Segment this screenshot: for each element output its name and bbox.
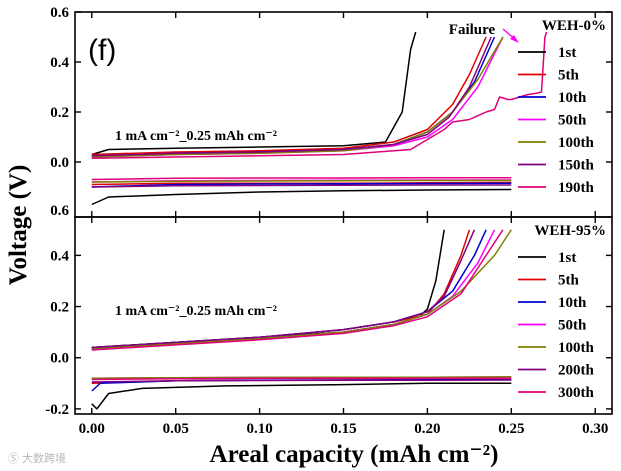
top-series-150th-discharge bbox=[91, 184, 512, 188]
failure-arrow-head bbox=[510, 35, 519, 43]
bottom-series-5th-charge bbox=[91, 229, 471, 349]
bottom-legend-title: WEH-95% bbox=[534, 223, 606, 239]
y-axis-label: Voltage (V) bbox=[5, 165, 32, 286]
top-series-190th-discharge bbox=[91, 177, 512, 181]
top-legend-entry-150th: 150th bbox=[558, 158, 594, 174]
x-tick-label: 0.15 bbox=[330, 421, 356, 437]
top-y-tick-label: 0.6 bbox=[50, 5, 69, 21]
bottom-legend-entry-5th: 5th bbox=[558, 273, 579, 289]
bottom-series-300th-discharge bbox=[91, 377, 512, 381]
top-legend-entry-1st: 1st bbox=[558, 45, 576, 61]
top-y-tick-label-bottom: 0.6 bbox=[50, 203, 69, 219]
top-series-1st-charge bbox=[91, 31, 417, 156]
top-legend-entry-10th: 10th bbox=[558, 90, 587, 106]
bottom-legend-entry-100th: 100th bbox=[558, 340, 594, 356]
bottom-series-200th-discharge bbox=[91, 379, 512, 383]
bottom-series-1st-charge bbox=[91, 229, 445, 349]
bottom-series-10th-charge bbox=[91, 229, 487, 349]
bottom-series-200th-charge bbox=[91, 229, 476, 349]
bottom-series-1st-discharge bbox=[91, 382, 512, 410]
bottom-y-tick-label: -0.2 bbox=[45, 402, 69, 418]
top-y-tick-label: 0.4 bbox=[50, 55, 69, 71]
x-tick-label: 0.25 bbox=[498, 421, 524, 437]
bottom-y-tick-label: 0.0 bbox=[50, 351, 69, 367]
x-tick-label: 0.30 bbox=[582, 421, 608, 437]
top-y-tick-label: 0.0 bbox=[50, 155, 69, 171]
top-series-1st-discharge bbox=[91, 188, 512, 206]
top-series-5th-charge bbox=[91, 36, 487, 156]
top-condition-annotation: 1 mA cm⁻²_0.25 mAh cm⁻² bbox=[115, 129, 277, 144]
x-tick-label: 0.20 bbox=[414, 421, 440, 437]
top-series-100th-discharge bbox=[91, 179, 512, 183]
top-legend-entry-5th: 5th bbox=[558, 68, 579, 84]
x-axis-label: Areal capacity (mAh cm⁻²) bbox=[210, 441, 499, 468]
bottom-legend-entry-10th: 10th bbox=[558, 295, 587, 311]
bottom-series-100th-charge bbox=[91, 229, 512, 350]
bottom-legend-entry-300th: 300th bbox=[558, 385, 594, 401]
bottom-y-tick-label: 0.2 bbox=[50, 300, 69, 316]
top-y-tick-label: 0.2 bbox=[50, 105, 69, 121]
panel-weh-0: 0.0 0.2 0.4 0.6 0.6 WEH-0% 1st 5th 10th 50th 100th… bbox=[50, 5, 613, 219]
bottom-y-tick-label: 0.4 bbox=[50, 248, 69, 264]
panel-weh-95: 0.00 0.05 0.10 0.15 0.20 0.25 0.30 -0.2 0.0 0.2 0.… bbox=[45, 216, 613, 437]
panel-label: (f) bbox=[88, 34, 116, 67]
top-series-190th-charge bbox=[91, 31, 548, 160]
bottom-condition-annotation: 1 mA cm⁻²_0.25 mAh cm⁻² bbox=[115, 304, 277, 319]
bottom-series-100th-discharge bbox=[91, 376, 512, 379]
top-legend-entry-100th: 100th bbox=[558, 135, 594, 151]
top-series-10th-discharge bbox=[91, 182, 512, 188]
x-tick-label: 0.10 bbox=[246, 421, 272, 437]
watermark: Ⓢ 大数跨境 bbox=[8, 453, 67, 465]
bottom-legend-entry-1st: 1st bbox=[558, 250, 576, 266]
top-series-150th-charge bbox=[91, 36, 492, 157]
top-legend-entry-50th: 50th bbox=[558, 113, 587, 129]
x-tick-label: 0.00 bbox=[79, 421, 105, 437]
top-legend-title: WEH-0% bbox=[542, 18, 606, 34]
top-legend-entry-190th: 190th bbox=[558, 180, 594, 196]
x-tick-label: 0.05 bbox=[163, 421, 189, 437]
bottom-legend-entry-200th: 200th bbox=[558, 363, 594, 379]
bottom-series-300th-charge bbox=[91, 229, 504, 351]
failure-label: Failure bbox=[449, 22, 496, 38]
bottom-legend-entry-50th: 50th bbox=[558, 318, 587, 334]
